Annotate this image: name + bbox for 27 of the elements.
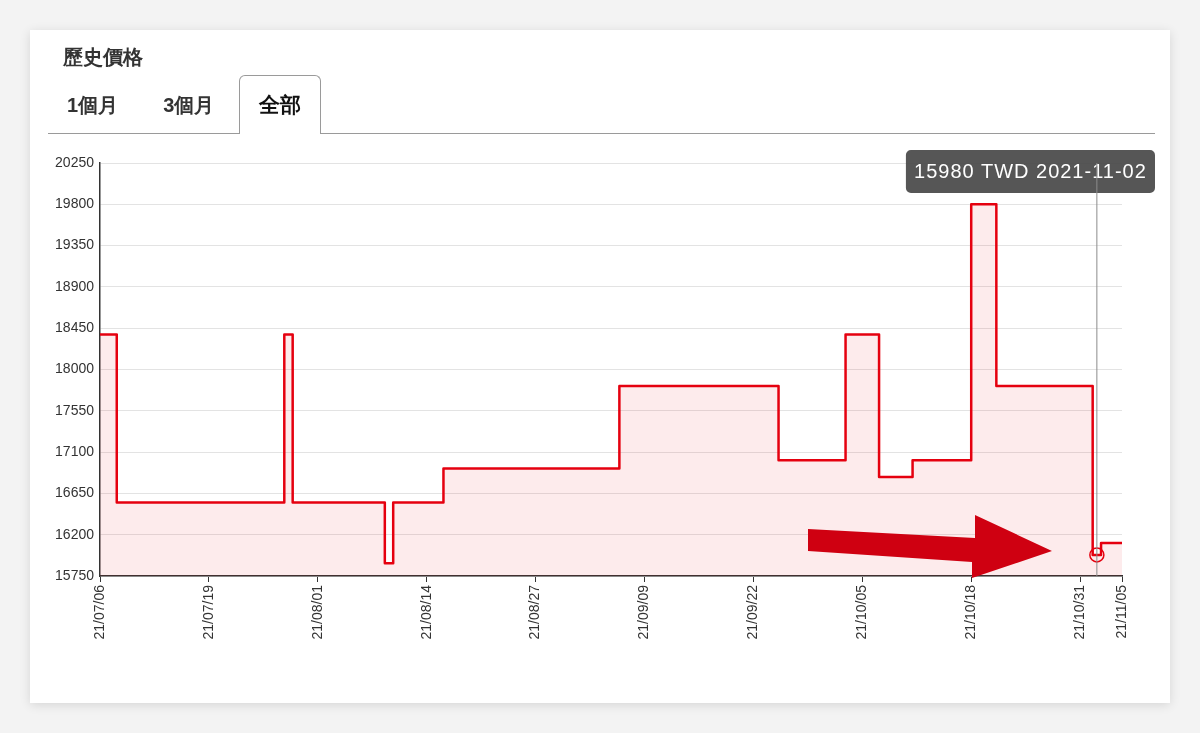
text: 3個月 <box>163 94 215 116</box>
x-tick-label: 21/08/14 <box>417 584 434 640</box>
x-tick-label: 21/07/19 <box>199 584 216 640</box>
selected-tab: 全部 <box>239 75 322 134</box>
x-tick-label: 21/07/06 <box>90 584 107 640</box>
x-tick-label: 21/11/05 <box>1112 584 1129 639</box>
x-tick-label: 21/08/01 <box>308 584 325 640</box>
y-tick-label: 20250 <box>55 153 95 170</box>
x-tick-label: 21/10/31 <box>1070 584 1087 640</box>
y-tick-label: 19350 <box>55 236 95 253</box>
x-tick-label: 21/10/05 <box>853 584 870 640</box>
y-tick-label: 16650 <box>55 484 95 501</box>
text: 1個月 <box>67 94 119 116</box>
y-tick-label: 16200 <box>55 525 95 542</box>
chart-title: 歷史價格 <box>63 45 143 70</box>
x-tick-label: 21/09/22 <box>744 584 761 640</box>
annotation: 15980 TWD 2021-11-02 <box>914 160 1147 183</box>
x-tick-label: 21/09/09 <box>635 584 652 640</box>
y-tick-label: 17550 <box>55 401 95 418</box>
y-tick-label: 19800 <box>55 195 95 212</box>
y-tick-label: 18450 <box>55 319 95 336</box>
y-tick-label: 15750 <box>55 566 95 583</box>
x-tick-label: 21/10/18 <box>962 584 979 640</box>
y-tick-label: 18000 <box>55 360 95 377</box>
x-tick-label: 21/08/27 <box>526 584 543 640</box>
y-tick-label: 18900 <box>55 277 95 294</box>
y-tick-label: 17100 <box>55 442 95 459</box>
